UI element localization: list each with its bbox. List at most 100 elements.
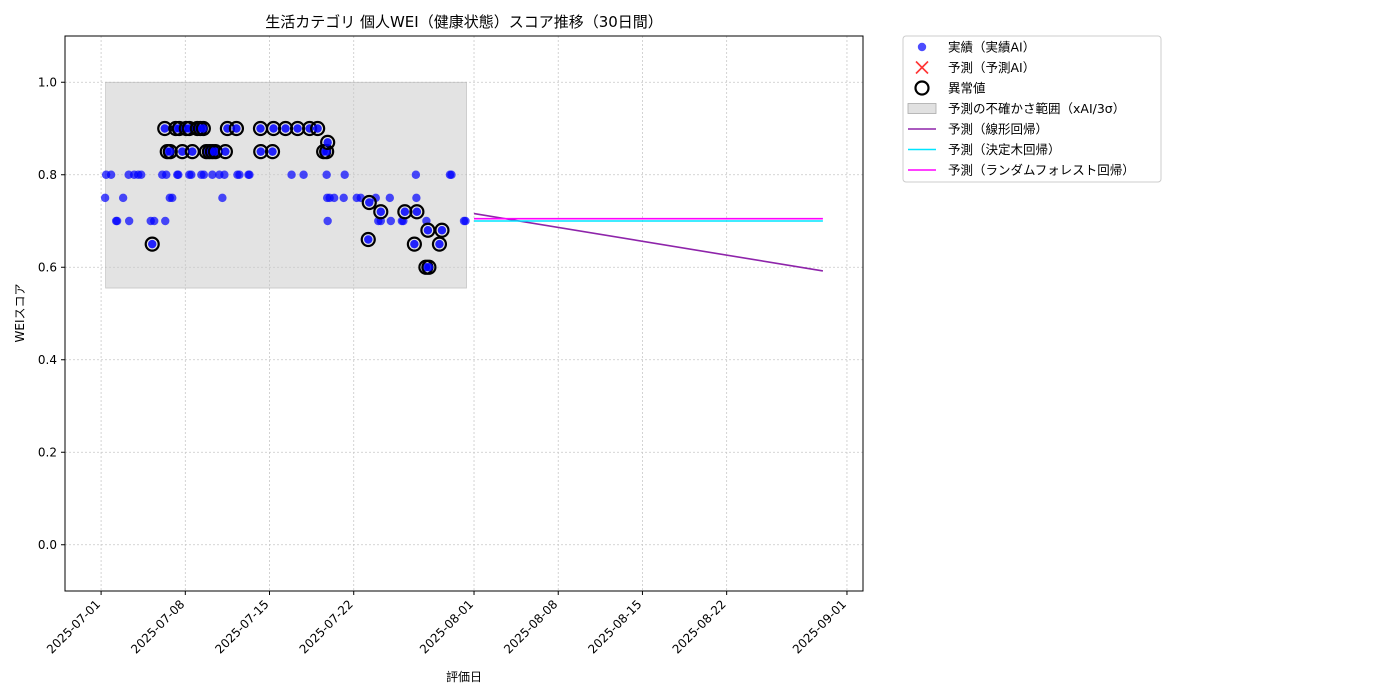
actual-point (299, 170, 308, 179)
anomaly-points-layer (144, 120, 450, 275)
actual-point (118, 193, 128, 203)
actual-point (386, 216, 396, 226)
legend-label: 予測（ランダムフォレスト回帰） (948, 163, 1135, 178)
anomaly-point-fill (323, 138, 332, 147)
anomaly-point (434, 222, 450, 238)
legend-linear: 予測（線形回帰） (908, 122, 1048, 137)
actual-point (174, 170, 183, 179)
uncertainty-band-layer (105, 81, 467, 289)
actual-point (220, 170, 229, 179)
actual-point (461, 216, 470, 226)
legend-predicted-swatch (915, 60, 929, 75)
y-tick-label: 1.0 (38, 75, 57, 89)
actual-point (199, 170, 209, 179)
actual-point (112, 216, 122, 226)
plot-area-frame (64, 35, 864, 592)
anomaly-point-fill (365, 198, 374, 207)
legend-uncertainty-swatch (907, 103, 937, 114)
anomaly-point (360, 231, 376, 248)
anomaly-point-fill (376, 207, 385, 216)
y-tick-label: 0.4 (38, 353, 57, 367)
x-tick-label: 2025-07-22 (297, 597, 356, 656)
actual-point (329, 193, 339, 203)
chart-title: 生活カテゴリ 個人WEI（健康状態）スコア推移（30日間） (265, 13, 663, 31)
actual-point (136, 170, 146, 179)
actual-point (245, 170, 254, 179)
x-tick-label: 2025-07-01 (44, 597, 103, 656)
actual-point (162, 170, 171, 179)
y-tick-label: 0.6 (38, 260, 57, 274)
anomaly-point (217, 144, 234, 160)
anomaly-point (264, 144, 281, 160)
anomaly-point-fill (293, 124, 302, 133)
legend-label: 予測（決定木回帰） (948, 142, 1061, 157)
anomaly-point (310, 120, 326, 137)
legend-predicted: 予測（予測AI） (915, 60, 1035, 75)
actual-point (218, 193, 227, 203)
actual-point (411, 170, 421, 179)
anomaly-point (361, 194, 377, 211)
actual-point (447, 170, 456, 179)
anomaly-point (228, 120, 245, 137)
y-tick-label: 0.0 (38, 538, 57, 552)
y-tick-label: 0.8 (38, 168, 57, 182)
legend-label: 予測の不確かさ範囲（xAI/3σ） (948, 101, 1125, 116)
anomaly-point (373, 204, 389, 220)
anomaly-point-fill (410, 239, 419, 249)
actual-point (339, 193, 348, 203)
anomaly-point-fill (269, 124, 278, 133)
actual-point (208, 170, 217, 179)
legend-frame (902, 35, 1162, 183)
anomaly-point-fill (281, 124, 290, 133)
anomaly-point-fill (423, 226, 433, 235)
anomaly-point-fill (160, 124, 169, 133)
legend-label: 異常値 (948, 81, 986, 96)
legend-anomaly-swatch (914, 80, 930, 96)
uncertainty-band (105, 81, 467, 289)
anomaly-point-fill (313, 124, 322, 133)
anomaly-point-fill (188, 147, 197, 156)
actual-point (150, 216, 159, 226)
legend-actual: 実績（実績AI） (917, 40, 1035, 55)
y-axis-title: WEIスコア (13, 284, 27, 343)
anomaly-point (320, 134, 336, 150)
actual-point (287, 170, 296, 179)
anomaly-point-fill (256, 147, 265, 156)
anomaly-point-fill (424, 263, 434, 272)
legend-label: 予測（線形回帰） (948, 122, 1048, 137)
anomaly-point-fill (211, 147, 220, 156)
linear-regression-line (473, 212, 824, 272)
anomaly-point-fill (268, 147, 277, 156)
anomaly-point-fill (178, 147, 187, 156)
anomaly-point (144, 236, 160, 252)
anomaly-point (421, 259, 437, 275)
actual-point (412, 193, 421, 203)
actual-point (100, 193, 110, 203)
actual-point (161, 216, 170, 226)
anomaly-point (406, 236, 422, 252)
anomaly-point (195, 120, 211, 137)
x-axis-title: 評価日 (446, 669, 482, 684)
actual-point (371, 193, 380, 203)
legend-decision-tree: 予測（決定木回帰） (908, 142, 1061, 157)
anomaly-point-fill (221, 147, 230, 156)
legend-label: 予測（予測AI） (948, 60, 1035, 75)
actual-point (168, 193, 177, 203)
actual-point (235, 170, 244, 179)
actual-point (124, 216, 134, 226)
x-tick-label: 2025-08-22 (670, 597, 729, 656)
anomaly-point-fill (166, 147, 175, 156)
legend-actual-swatch (917, 42, 927, 52)
y-tick-label: 0.2 (38, 445, 57, 459)
actual-point (322, 170, 331, 179)
x-tick-label: 2025-08-15 (585, 597, 644, 656)
x-tick-label: 2025-07-15 (212, 597, 271, 656)
anomaly-point-fill (400, 207, 410, 216)
prediction-lines-layer (473, 212, 824, 272)
anomaly-point (409, 204, 425, 220)
x-tick-label: 2025-07-08 (128, 597, 187, 656)
x-tick-label: 2025-09-01 (790, 597, 849, 656)
legend-anomaly: 異常値 (914, 80, 986, 96)
